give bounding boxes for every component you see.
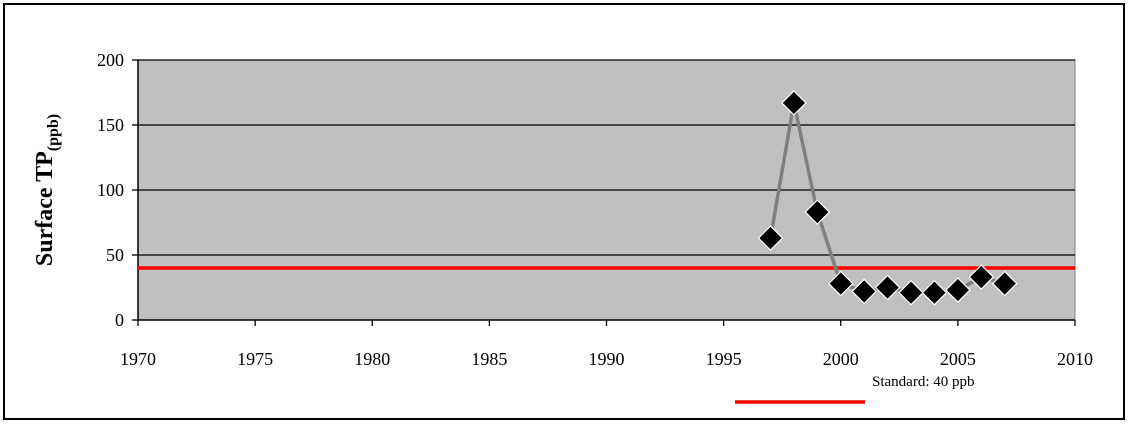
data-point-1997 xyxy=(757,225,784,251)
axes xyxy=(132,59,1076,326)
data-point-2005 xyxy=(945,277,971,303)
legend-standard-label: Standard: 40 ppb xyxy=(872,374,975,390)
y-tick-label-200: 200 xyxy=(97,50,124,70)
data-point-2007 xyxy=(991,270,1018,297)
x-tick-label-1970: 1970 xyxy=(120,349,156,369)
x-tick-label-1975: 1975 xyxy=(237,349,273,369)
y-tick-label-50: 50 xyxy=(106,245,124,265)
legend: Standard: 40 ppb xyxy=(735,374,975,404)
data-point-2000 xyxy=(827,270,854,297)
x-tick-label-1990: 1990 xyxy=(589,349,625,369)
x-tick-label-2005: 2005 xyxy=(940,349,976,369)
x-tick-label-1980: 1980 xyxy=(354,349,390,369)
data-point-2006 xyxy=(968,264,995,290)
x-tick-label-2010: 2010 xyxy=(1057,349,1093,369)
data-point-1998 xyxy=(781,90,807,116)
data-point-2001 xyxy=(851,278,878,305)
y-axis-title: Surface TP(ppb) xyxy=(32,114,62,266)
y-tick-label-150: 150 xyxy=(97,115,124,135)
tick-labels: 0 50 100 150 200 1970 1975 1980 1985 1990 1995 2000… xyxy=(97,50,1093,369)
series-group xyxy=(757,90,1018,306)
x-tick-label-1995: 1995 xyxy=(706,349,742,369)
data-point-1999 xyxy=(804,199,831,225)
x-tick-label-2000: 2000 xyxy=(823,349,859,369)
y-axis-title-unit: (ppb) xyxy=(45,114,62,151)
gridlines xyxy=(138,59,1075,256)
y-axis-title-main: Surface TP xyxy=(32,151,58,266)
data-point-2003 xyxy=(898,279,924,306)
data-point-2004 xyxy=(921,279,948,306)
y-tick-label-100: 100 xyxy=(97,180,124,200)
x-tick-label-1985: 1985 xyxy=(471,349,507,369)
y-tick-label-0: 0 xyxy=(115,310,124,330)
data-point-2002 xyxy=(874,274,901,301)
